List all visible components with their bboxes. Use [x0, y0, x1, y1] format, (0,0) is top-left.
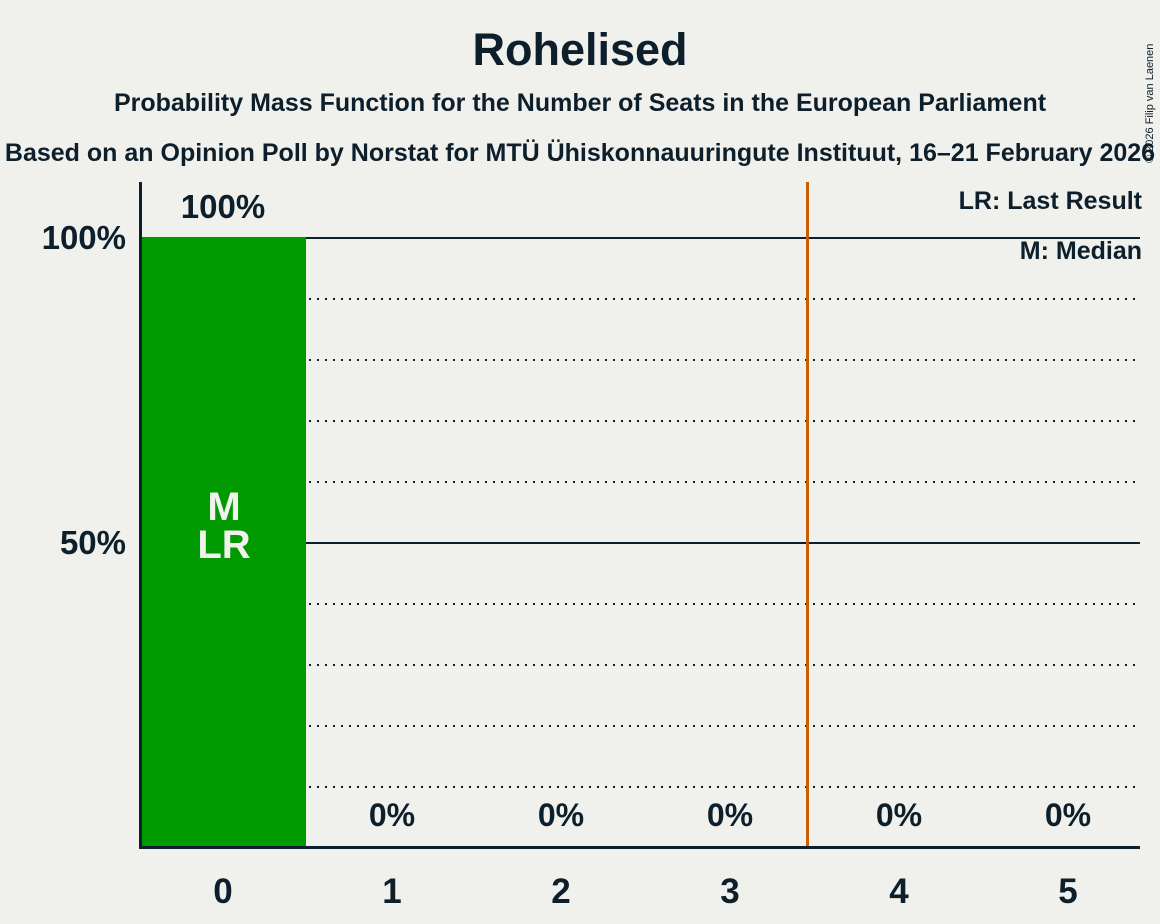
y-axis-line	[139, 182, 142, 849]
gridline-50pct	[141, 542, 1140, 544]
gridline-20pct	[141, 725, 1140, 727]
x-tick-label-2: 2	[551, 872, 571, 911]
y-tick-label-100: 100%	[41, 219, 126, 256]
x-tick-label-3: 3	[720, 872, 740, 911]
chart-subtitle: Probability Mass Function for the Number…	[113, 89, 1047, 117]
x-axis-line	[139, 846, 1140, 849]
majority-threshold-line	[806, 182, 809, 846]
gridline-100pct	[141, 237, 1140, 239]
value-label-seat-0: 100%	[180, 188, 266, 225]
gridline-40pct	[141, 603, 1140, 605]
gridline-10pct	[141, 786, 1140, 788]
gridline-90pct	[141, 298, 1140, 300]
value-label-seat-2: 0%	[537, 797, 585, 833]
value-label-seat-4: 0%	[875, 797, 923, 833]
y-tick-label-50: 50%	[59, 524, 126, 561]
x-tick-label-5: 5	[1058, 872, 1078, 911]
last-result-marker: LR	[197, 523, 251, 567]
gridline-70pct	[141, 420, 1140, 422]
x-tick-label-1: 1	[382, 872, 402, 911]
legend-last-result: LR: Last Result	[958, 187, 1142, 215]
value-label-seat-5: 0%	[1044, 797, 1092, 833]
chart-source-line: Based on an Opinion Poll by Norstat for …	[4, 139, 1156, 167]
bar-seat-0	[142, 237, 306, 846]
copyright-notice: © 2026 Filip van Laenen	[1144, 43, 1156, 163]
gridline-80pct	[141, 359, 1140, 361]
value-label-seat-3: 0%	[706, 797, 754, 833]
gridline-30pct	[141, 664, 1140, 666]
legend-median: M: Median	[1019, 237, 1142, 265]
chart-title: Rohelised	[472, 24, 688, 75]
value-label-seat-1: 0%	[368, 797, 416, 833]
x-tick-label-4: 4	[889, 872, 909, 911]
gridline-60pct	[141, 481, 1140, 483]
bar-annotation-median-lastresult: M LR	[142, 485, 306, 567]
median-marker: M	[207, 485, 241, 529]
x-tick-label-0: 0	[213, 872, 233, 911]
